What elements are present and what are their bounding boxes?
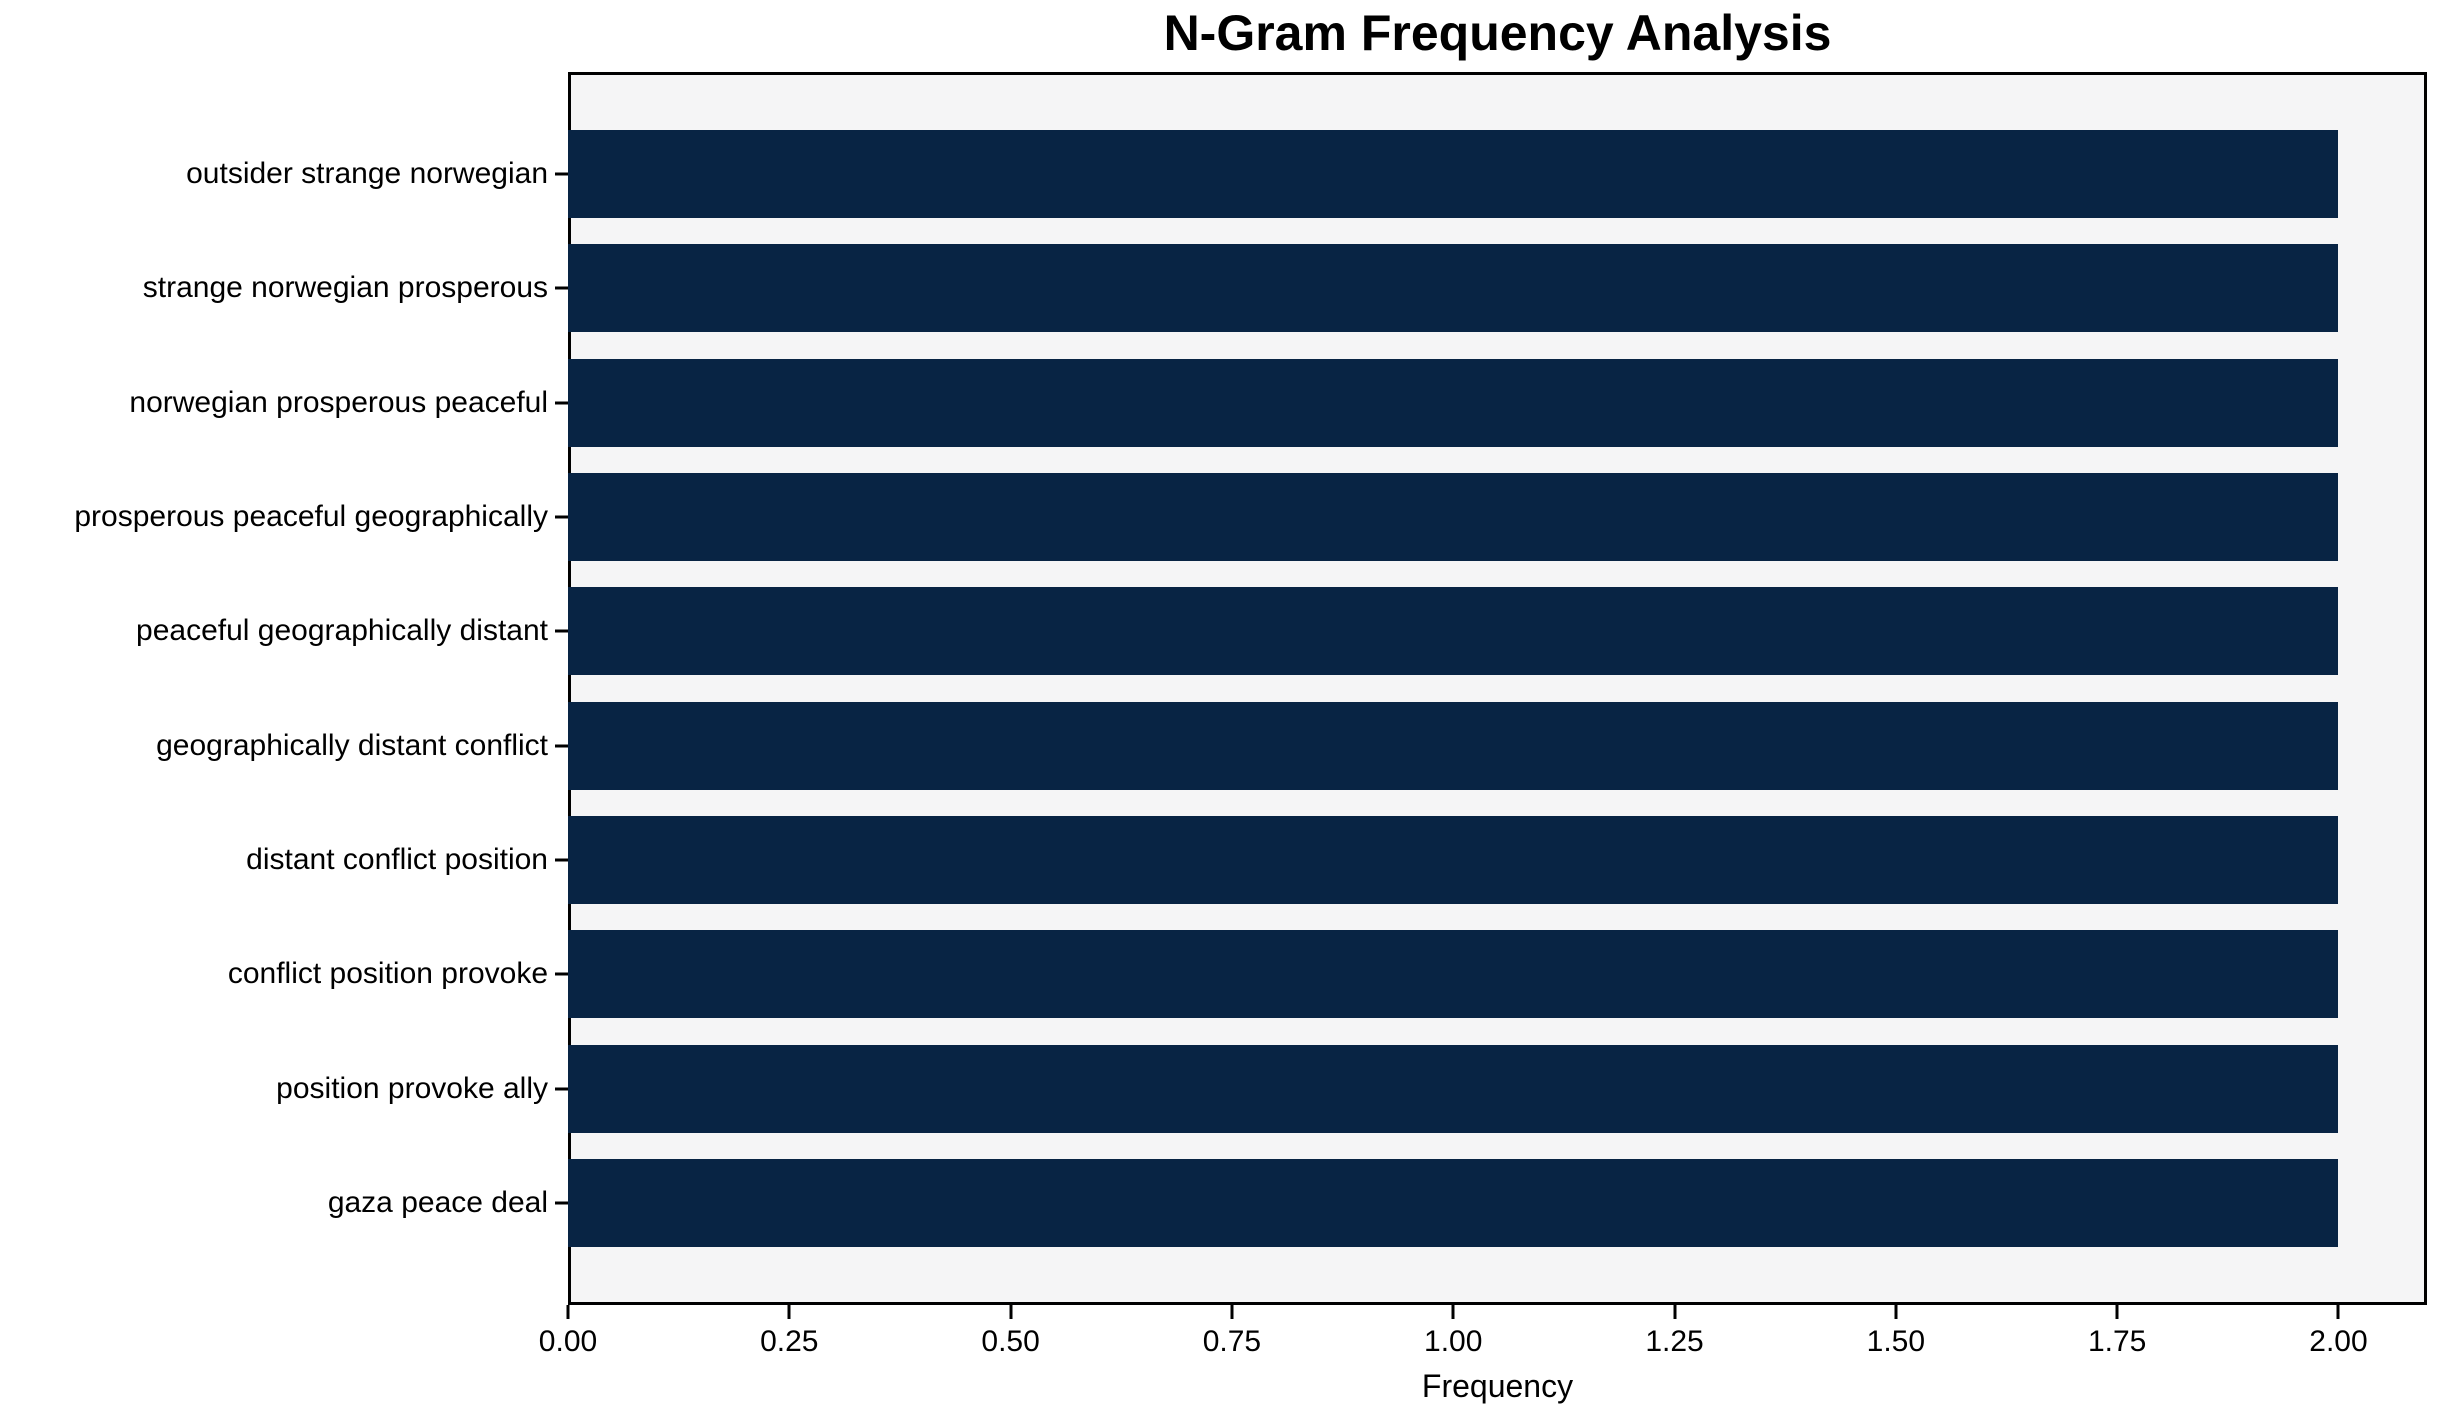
y-tick-mark (555, 629, 568, 633)
y-tick-label: peaceful geographically distant (136, 614, 548, 648)
y-tick-mark (555, 286, 568, 290)
y-tick-mark (555, 172, 568, 176)
category-row: distant conflict position (246, 803, 2427, 917)
category-row: peaceful geographically distant (136, 574, 2427, 688)
category-row: outsider strange norwegian (186, 117, 2427, 231)
category-row: position provoke ally (276, 1031, 2427, 1145)
x-tick-label: 0.50 (981, 1325, 1040, 1358)
y-tick-mark (555, 1087, 568, 1091)
x-tick-label: 1.75 (2087, 1325, 2147, 1358)
x-tick-mark (1673, 1305, 1677, 1319)
plot-area: outsider strange norwegian strange norweg… (74, 72, 2427, 1305)
x-tick-label: 1.00 (1424, 1325, 1483, 1358)
x-tick-label: 1.25 (1645, 1325, 1704, 1358)
y-tick-mark (555, 401, 568, 405)
category-row: prosperous peaceful geographically (74, 460, 2427, 574)
y-tick-label: strange norwegian prosperous (142, 271, 548, 305)
y-tick-label: geographically distant conflict (156, 728, 548, 762)
category-row: geographically distant conflict (156, 688, 2427, 802)
x-tick-mark (2336, 1305, 2340, 1319)
x-axis: 0.00 0.25 0.50 0.75 1.00 1.25 1.50 1.75 2.00 (539, 1305, 2427, 1375)
y-tick-mark (555, 972, 568, 976)
bar (568, 815, 2339, 904)
chart-title: N-Gram Frequency Analysis (1163, 5, 1832, 61)
bar (568, 701, 2339, 790)
bar (568, 358, 2339, 447)
x-tick-mark (1009, 1305, 1013, 1319)
y-tick-mark (555, 744, 568, 748)
category-row: gaza peace deal (328, 1146, 2427, 1260)
x-tick-mark (1894, 1305, 1898, 1319)
category-row: strange norwegian prosperous (143, 231, 2427, 345)
y-tick-label: norwegian prosperous peaceful (129, 385, 548, 419)
y-tick-label: prosperous peaceful geographically (74, 500, 548, 534)
x-tick-mark (787, 1305, 791, 1319)
bar (568, 1158, 2339, 1247)
y-tick-label: gaza peace deal (327, 1185, 548, 1219)
bar (568, 587, 2339, 676)
x-tick-label: 0.00 (538, 1325, 598, 1358)
y-tick-label: outsider strange norwegian (186, 157, 548, 191)
y-tick-mark (555, 1201, 568, 1205)
y-tick-mark (555, 858, 568, 862)
x-tick-mark (1451, 1305, 1455, 1319)
bar (568, 244, 2339, 333)
bar (568, 1044, 2339, 1133)
y-tick-mark (555, 515, 568, 519)
x-tick-label: 1.50 (1866, 1325, 1926, 1358)
bar (568, 473, 2339, 562)
x-axis-label: Frequency (1421, 1368, 1574, 1404)
x-tick-mark (2115, 1305, 2119, 1319)
bar (568, 930, 2339, 1019)
y-tick-label: position provoke ally (276, 1071, 548, 1105)
bar (568, 130, 2339, 219)
y-tick-label: conflict position provoke (227, 957, 548, 991)
x-tick-mark (566, 1305, 570, 1319)
x-tick-label: 2.00 (2309, 1325, 2368, 1358)
category-row: norwegian prosperous peaceful (129, 346, 2427, 460)
x-tick-label: 0.25 (760, 1325, 819, 1358)
category-row: conflict position provoke (228, 917, 2427, 1031)
x-tick-label: 0.75 (1202, 1325, 1262, 1358)
y-tick-label: distant conflict position (246, 842, 548, 876)
x-tick-mark (1230, 1305, 1234, 1319)
